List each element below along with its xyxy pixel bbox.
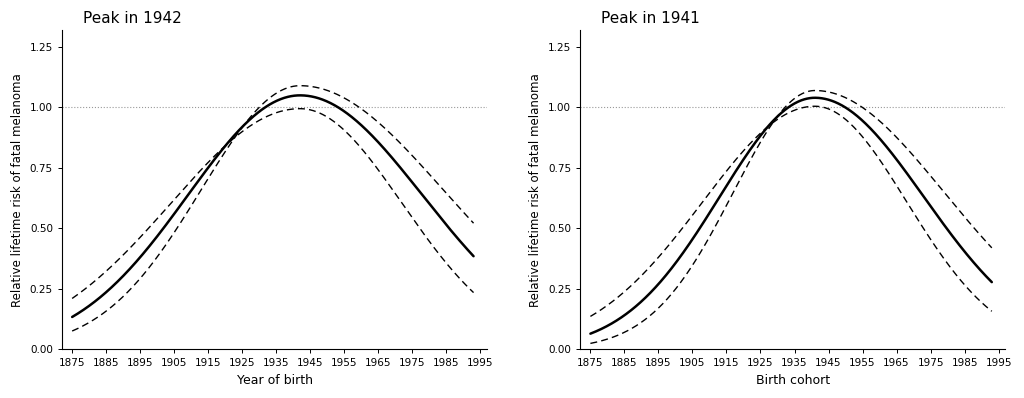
X-axis label: Year of birth: Year of birth <box>237 374 312 387</box>
X-axis label: Birth cohort: Birth cohort <box>756 374 829 387</box>
Text: Peak in 1942: Peak in 1942 <box>83 11 182 26</box>
Y-axis label: Relative lifetime risk of fatal melanoma: Relative lifetime risk of fatal melanoma <box>11 73 25 306</box>
Y-axis label: Relative lifetime risk of fatal melanoma: Relative lifetime risk of fatal melanoma <box>529 73 543 306</box>
Text: Peak in 1941: Peak in 1941 <box>601 11 700 26</box>
